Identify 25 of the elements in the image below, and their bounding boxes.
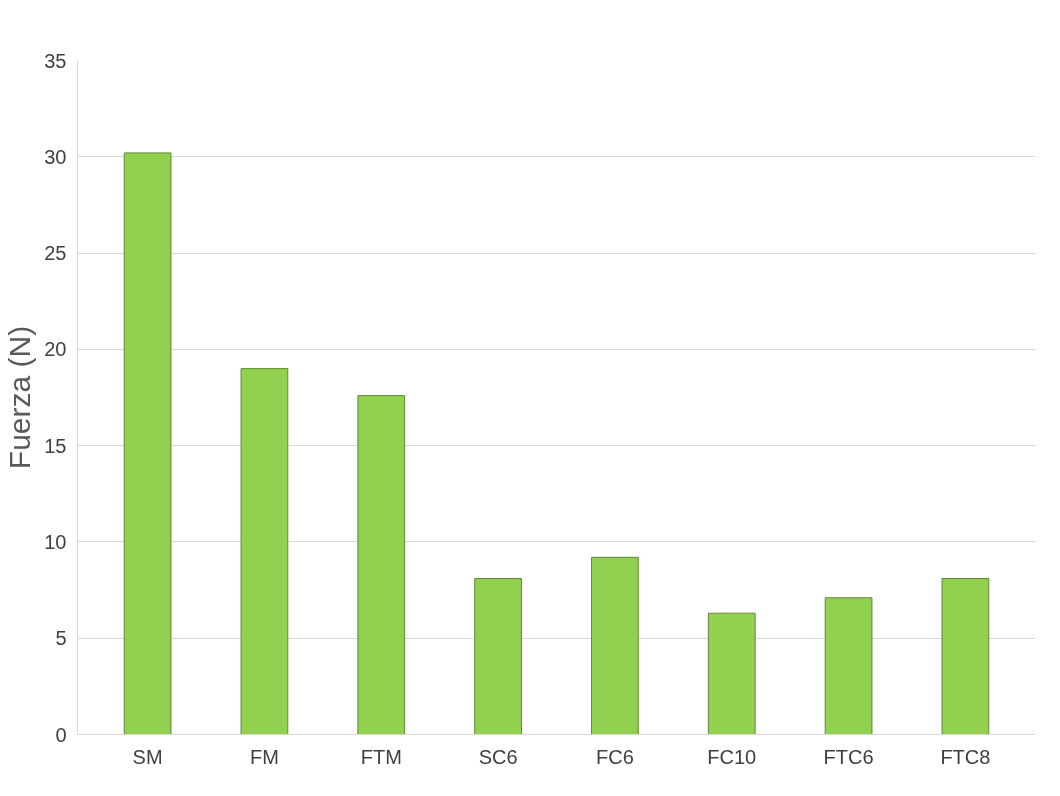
x-tick-label: FM	[249, 745, 279, 768]
bar	[357, 395, 406, 735]
y-tick-label: 0	[55, 723, 67, 746]
y-axis-title: Fuerza (N)	[3, 325, 37, 470]
bar	[941, 578, 990, 735]
bar	[240, 368, 289, 735]
x-tick-label: FTC6	[823, 745, 874, 768]
bar	[707, 612, 756, 735]
x-tick-label: SM	[132, 745, 163, 768]
y-tick-label: 30	[44, 145, 67, 168]
y-tick-label: 25	[44, 242, 67, 265]
y-tick-label: 10	[44, 530, 67, 553]
bar	[824, 597, 873, 735]
y-tick-label: 15	[44, 434, 67, 457]
bar	[591, 556, 639, 735]
x-tick-label: FC6	[596, 745, 634, 768]
x-tick-label: FTC8	[940, 745, 991, 768]
y-tick-label: 35	[44, 49, 67, 72]
x-tick-label: SC6	[478, 745, 518, 768]
y-tick-label: 5	[55, 627, 67, 650]
bar	[123, 152, 172, 735]
x-tick-label: FTM	[360, 745, 402, 768]
y-tick-label: 20	[44, 338, 67, 361]
x-tick-label: FC10	[707, 745, 757, 768]
bar	[474, 578, 522, 735]
